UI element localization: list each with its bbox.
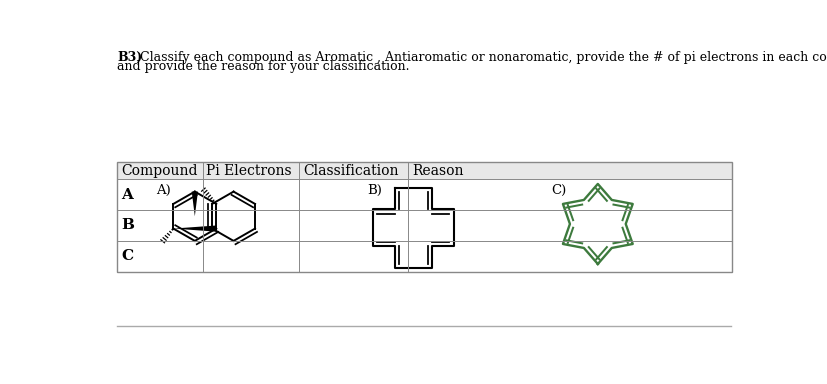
Bar — [117, 162, 732, 272]
Text: C): C) — [552, 184, 566, 197]
Text: Pi Electrons: Pi Electrons — [207, 164, 292, 178]
Text: B3): B3) — [117, 51, 142, 64]
Text: B): B) — [367, 184, 382, 197]
Polygon shape — [174, 225, 217, 232]
Text: A: A — [122, 188, 133, 202]
Text: A): A) — [156, 184, 171, 197]
Text: Classification: Classification — [304, 164, 399, 178]
Text: Reason: Reason — [412, 164, 463, 178]
Bar — [117, 162, 732, 179]
Text: B: B — [122, 218, 134, 232]
Text: and provide the reason for your classification.: and provide the reason for your classifi… — [117, 60, 410, 73]
Text: Classify each compound as Aromatic , Antiaromatic or nonaromatic, provide the # : Classify each compound as Aromatic , Ant… — [136, 51, 827, 64]
Text: Compound: Compound — [122, 164, 198, 178]
Polygon shape — [192, 192, 198, 216]
Text: C: C — [122, 249, 133, 263]
